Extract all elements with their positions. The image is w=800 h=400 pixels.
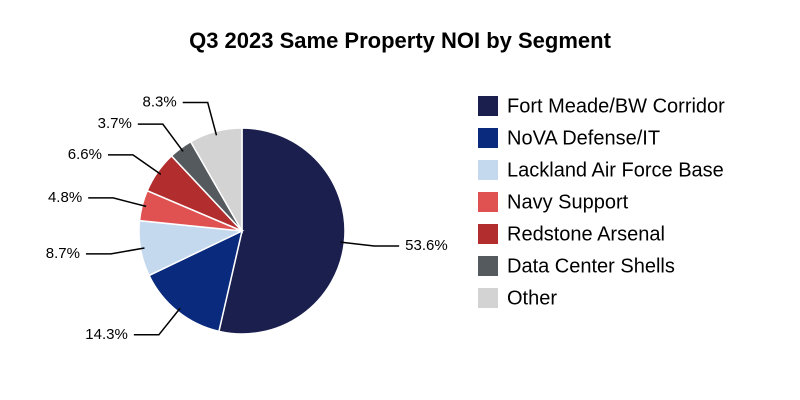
legend-swatch — [478, 96, 498, 116]
leader-line — [137, 123, 184, 152]
data-label: 8.3% — [143, 93, 177, 110]
leader-line — [88, 197, 147, 208]
data-label: 8.7% — [46, 245, 80, 262]
data-label: 53.6% — [405, 237, 448, 254]
legend-label: Data Center Shells — [507, 255, 675, 277]
legend-label: Navy Support — [507, 191, 629, 213]
leader-line — [340, 241, 400, 247]
data-label: 3.7% — [98, 115, 132, 132]
legend-swatch — [478, 256, 498, 276]
leader-line — [133, 307, 181, 336]
legend-swatch — [478, 160, 498, 180]
leader-line — [182, 101, 218, 136]
data-label: 6.6% — [68, 146, 102, 163]
data-label: 14.3% — [85, 326, 128, 343]
legend-swatch — [478, 224, 498, 244]
leader-line — [107, 154, 162, 175]
legend-label: Fort Meade/BW Corridor — [507, 95, 725, 117]
legend-swatch — [478, 288, 498, 308]
legend-label: Lackland Air Force Base — [507, 159, 724, 181]
chart-title: Q3 2023 Same Property NOI by Segment — [189, 28, 612, 53]
legend-label: Redstone Arsenal — [507, 223, 665, 245]
legend-swatch — [478, 128, 498, 148]
data-label: 4.8% — [48, 189, 82, 206]
legend-label: NoVA Defense/IT — [507, 127, 660, 149]
legend-label: Other — [507, 287, 557, 309]
leader-line — [85, 247, 145, 255]
legend-swatch — [478, 192, 498, 212]
